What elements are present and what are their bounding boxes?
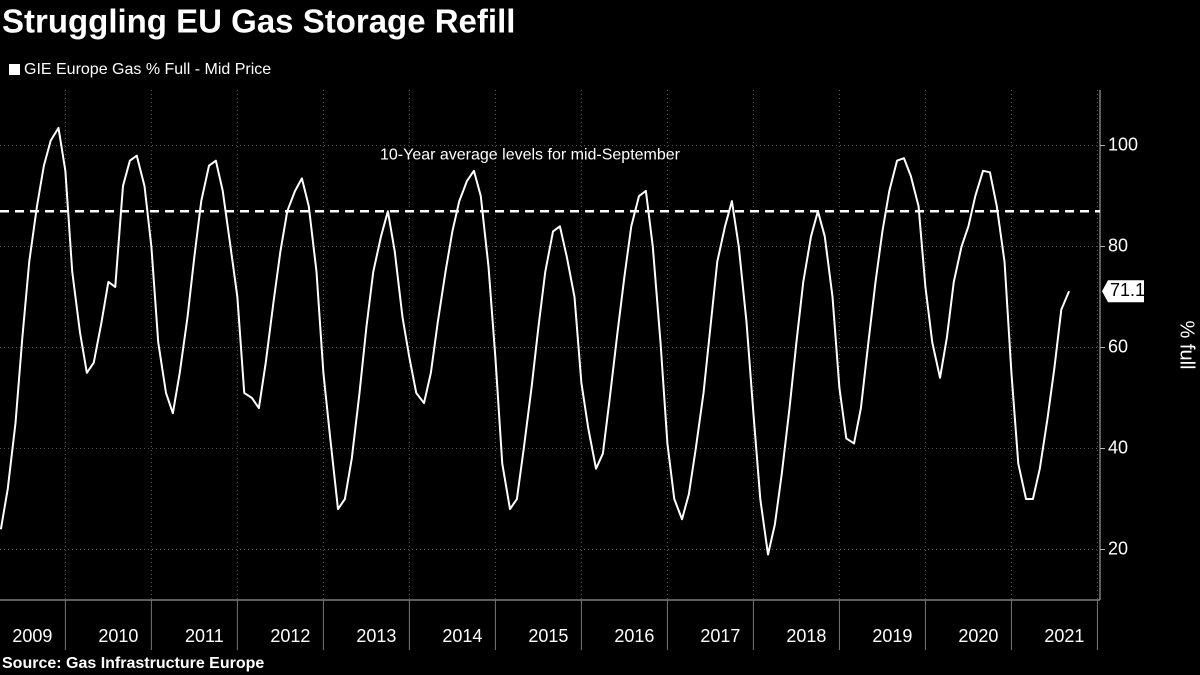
x-tick-label: 2010 xyxy=(98,626,138,646)
x-tick-label: 2015 xyxy=(528,626,568,646)
legend-swatch xyxy=(9,64,20,75)
x-tick-label: 2011 xyxy=(185,626,224,646)
x-tick-label: 2017 xyxy=(700,626,740,646)
x-tick-label: 2020 xyxy=(958,626,998,646)
y-tick-label: 20 xyxy=(1108,538,1128,558)
x-tick-label: 2014 xyxy=(442,626,482,646)
x-tick-label: 2013 xyxy=(356,626,396,646)
last-value-label: 71.14 xyxy=(1110,280,1155,300)
reference-label: 10-Year average levels for mid-September xyxy=(380,146,681,163)
series-line xyxy=(0,126,1070,556)
y-tick-label: 100 xyxy=(1108,134,1138,154)
legend-label: GIE Europe Gas % Full - Mid Price xyxy=(24,61,271,78)
last-value-badge xyxy=(1102,280,1144,303)
chart-title: Struggling EU Gas Storage Refill xyxy=(2,3,515,40)
x-tick-label: 2016 xyxy=(614,626,654,646)
x-tick-label: 2009 xyxy=(12,626,52,646)
x-tick-label: 2021 xyxy=(1044,626,1084,646)
y-tick-label: 80 xyxy=(1108,235,1128,255)
x-tick-label: 2019 xyxy=(872,626,912,646)
x-tick-label: 2018 xyxy=(786,626,826,646)
source: Source: Gas Infrastructure Europe xyxy=(2,655,264,672)
x-tick-label: 2012 xyxy=(270,626,310,646)
y-axis-label: % full xyxy=(1176,321,1198,370)
y-tick-label: 60 xyxy=(1108,336,1128,356)
y-tick-label: 40 xyxy=(1108,437,1128,457)
